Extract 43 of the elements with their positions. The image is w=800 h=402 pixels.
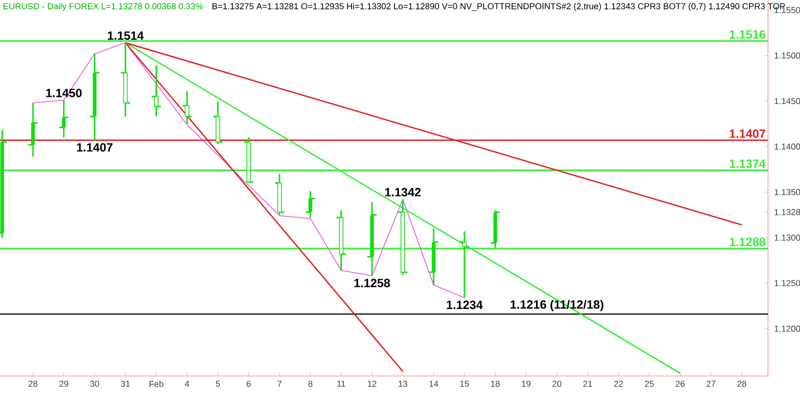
ref-line-label: 1.1516: [730, 30, 766, 39]
annotation: 1.1514: [108, 31, 144, 40]
y-tick-label: 1.1400: [774, 144, 800, 150]
x-tick-label: 11: [337, 380, 346, 387]
y-tick-label: 1.1300: [774, 234, 800, 241]
x-tick-label: 29: [59, 380, 68, 387]
annotation: 1.1407: [77, 143, 112, 152]
x-tick-label: Feb: [150, 380, 164, 388]
annotation: 1.1234: [446, 300, 483, 310]
ref-line-label: 1.1288: [730, 238, 766, 246]
x-tick-label: 18: [491, 380, 500, 387]
x-tick-label: 7: [278, 380, 282, 387]
annotation: 1.1258: [354, 278, 390, 288]
ref-line-label: 1.1407: [730, 129, 766, 138]
annotation: 1.1342: [385, 188, 421, 196]
x-tick-label: 28: [28, 380, 38, 387]
x-tick-label: 21: [583, 380, 592, 387]
x-tick-label: 22: [614, 380, 623, 387]
y-tick-label: 1.1550: [774, 6, 800, 14]
y-tick-label: 1.1450: [774, 98, 800, 104]
x-tick-label: 28: [737, 380, 746, 387]
x-tick-label: 13: [398, 380, 408, 387]
y-tick-label: 1.1350: [774, 189, 800, 196]
x-tick-label: 25: [644, 380, 654, 387]
y-tick-label: 1.1200: [774, 326, 800, 332]
x-tick-label: 19: [522, 380, 530, 387]
ref-line-label: 1.1374: [730, 159, 766, 168]
x-tick-label: 15: [460, 380, 469, 387]
x-tick-label: 4: [184, 380, 190, 387]
x-tick-label: 26: [676, 380, 685, 387]
y-tick-label: 1.1328: [774, 209, 800, 216]
x-tick-label: 14: [429, 380, 438, 387]
y-tick-label: 1.1500: [774, 52, 800, 59]
x-tick-label: 27: [706, 380, 716, 387]
y-tick-label: 1.1250: [774, 280, 800, 286]
x-tick-label: 5: [216, 380, 220, 387]
x-tick-label: 20: [552, 380, 562, 387]
x-tick-label: 12: [368, 380, 376, 387]
x-tick-label: 8: [308, 380, 312, 387]
x-tick-label: 6: [246, 380, 251, 387]
chart-title: EURUSD - Daily FOREX L=1.13278 0.00368 0.33%: [4, 2, 203, 12]
x-tick-label: 30: [90, 380, 100, 387]
x-tick-label: 31: [120, 380, 130, 387]
